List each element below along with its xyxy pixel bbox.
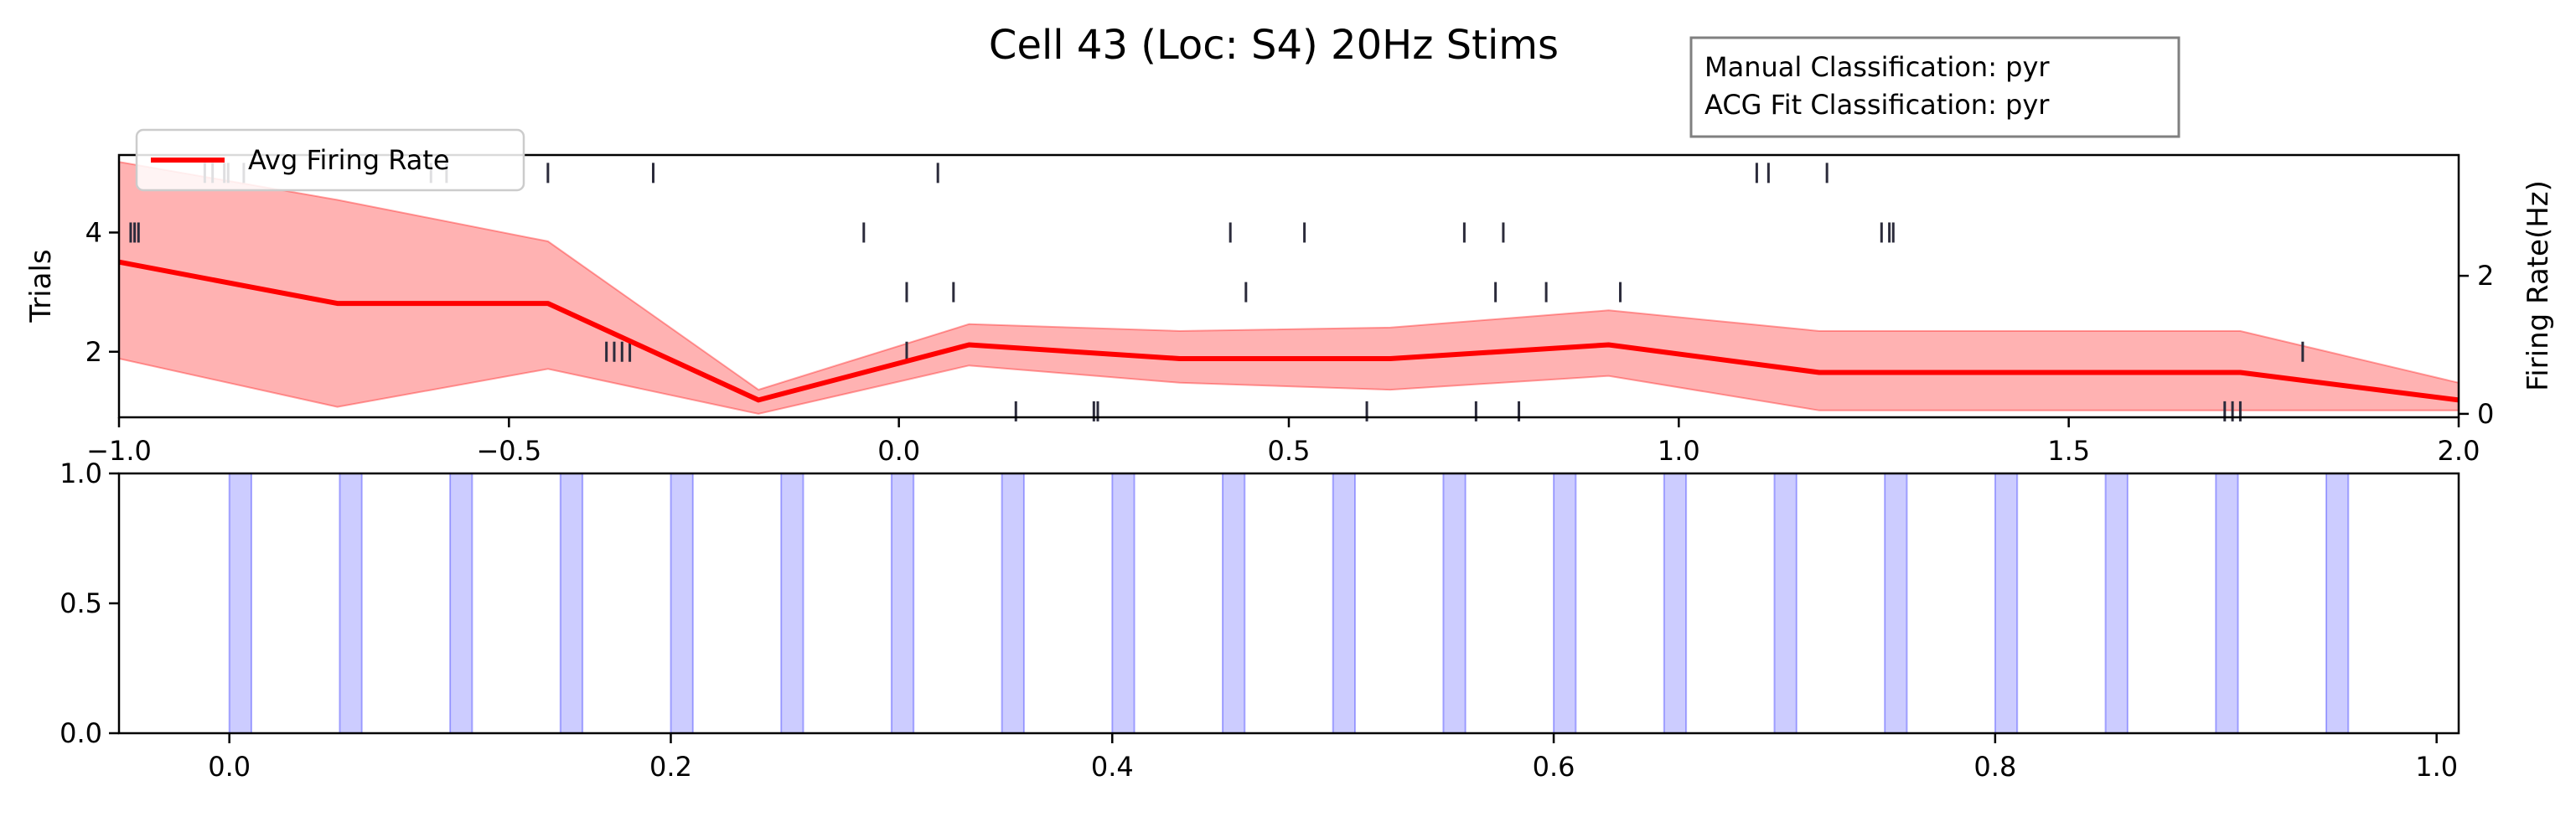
- info-box-frame: [1689, 36, 2180, 138]
- x-tick-label: 2.0: [2438, 435, 2480, 467]
- figure-title: Cell 43 (Loc: S4) 20Hz Stims: [989, 22, 1559, 69]
- top-right-y-axis: 02: [2459, 260, 2494, 430]
- bottom-y-axis: 0.0 0.5 1.0: [59, 458, 119, 749]
- x-tick-label: 0.4: [1091, 751, 1134, 783]
- stim-pulse: [1442, 473, 1466, 734]
- stim-pulse: [228, 473, 253, 734]
- x-tick-label: 0.6: [1533, 751, 1575, 783]
- y-right-tick-label: 2: [2477, 260, 2494, 292]
- x-tick-label: 0.5: [1268, 435, 1311, 467]
- stim-pulse: [780, 473, 804, 734]
- stim-pulse: [1663, 473, 1688, 734]
- x-tick-label: −1.0: [86, 435, 152, 467]
- stim-pulse: [890, 473, 915, 734]
- info-line-acg: ACG Fit Classification: pyr: [1704, 89, 2050, 121]
- firing-rate-line-group: [118, 259, 2460, 403]
- y-right-tick-label: 0: [2477, 398, 2494, 430]
- x-tick-label: 0.0: [877, 435, 920, 467]
- firing-rate-line: [118, 259, 2460, 403]
- stim-pulse: [339, 473, 363, 734]
- legend-label-avg-firing-rate: Avg Firing Rate: [248, 144, 450, 176]
- left-y-axis-title: Trials: [24, 249, 58, 323]
- x-tick-label: −0.5: [476, 435, 541, 467]
- stim-pulse: [449, 473, 473, 734]
- top-panel: −1.0 −0.5 0.0 0.5 1.0 1.5 2.0 24 02 Trials Fir…: [24, 128, 2555, 467]
- stim-pulse: [559, 473, 584, 734]
- y-tick-label: 4: [85, 216, 102, 248]
- stim-pulse: [1553, 473, 1577, 734]
- top-left-y-axis: 24: [85, 216, 119, 368]
- x-tick-label: 0.0: [208, 751, 251, 783]
- info-box: Manual Classification: pyr ACG Fit Class…: [1689, 36, 2180, 138]
- x-tick-label: 1.0: [2415, 751, 2458, 783]
- y-tick-label: 2: [85, 336, 102, 368]
- stim-pulse: [1111, 473, 1135, 734]
- stim-pulse: [2215, 473, 2239, 734]
- stim-pulse: [2325, 473, 2350, 734]
- stim-pulse: [2104, 473, 2129, 734]
- stim-pulse: [670, 473, 694, 734]
- info-line-manual: Manual Classification: pyr: [1704, 51, 2050, 83]
- stim-pulse: [1884, 473, 1908, 734]
- stim-pulse: [1221, 473, 1246, 734]
- legend-frame: [135, 128, 525, 192]
- stim-pulse: [1994, 473, 2019, 734]
- stim-pulse: [1332, 473, 1357, 734]
- bottom-x-axis: 0.0 0.2 0.4 0.6 0.8 1.0: [208, 733, 2458, 783]
- x-tick-label: 0.2: [649, 751, 692, 783]
- y-tick-label: 0.5: [59, 587, 102, 619]
- stim-pulse: [1001, 473, 1025, 734]
- top-x-axis: −1.0 −0.5 0.0 0.5 1.0 1.5 2.0: [86, 417, 2480, 467]
- x-tick-label: 1.5: [2047, 435, 2090, 467]
- y-tick-label: 1.0: [59, 458, 102, 489]
- bottom-panel: 0.0 0.2 0.4 0.6 0.8 1.0 0.0 0.5 1.0: [59, 458, 2460, 783]
- y-tick-label: 0.0: [59, 717, 102, 749]
- stim-pulse: [1773, 473, 1798, 734]
- legend: Avg Firing Rate: [135, 128, 525, 192]
- x-tick-label: 1.0: [1658, 435, 1700, 467]
- x-tick-label: 0.8: [1973, 751, 2016, 783]
- right-y-axis-title: Firing Rate(Hz): [2522, 180, 2555, 391]
